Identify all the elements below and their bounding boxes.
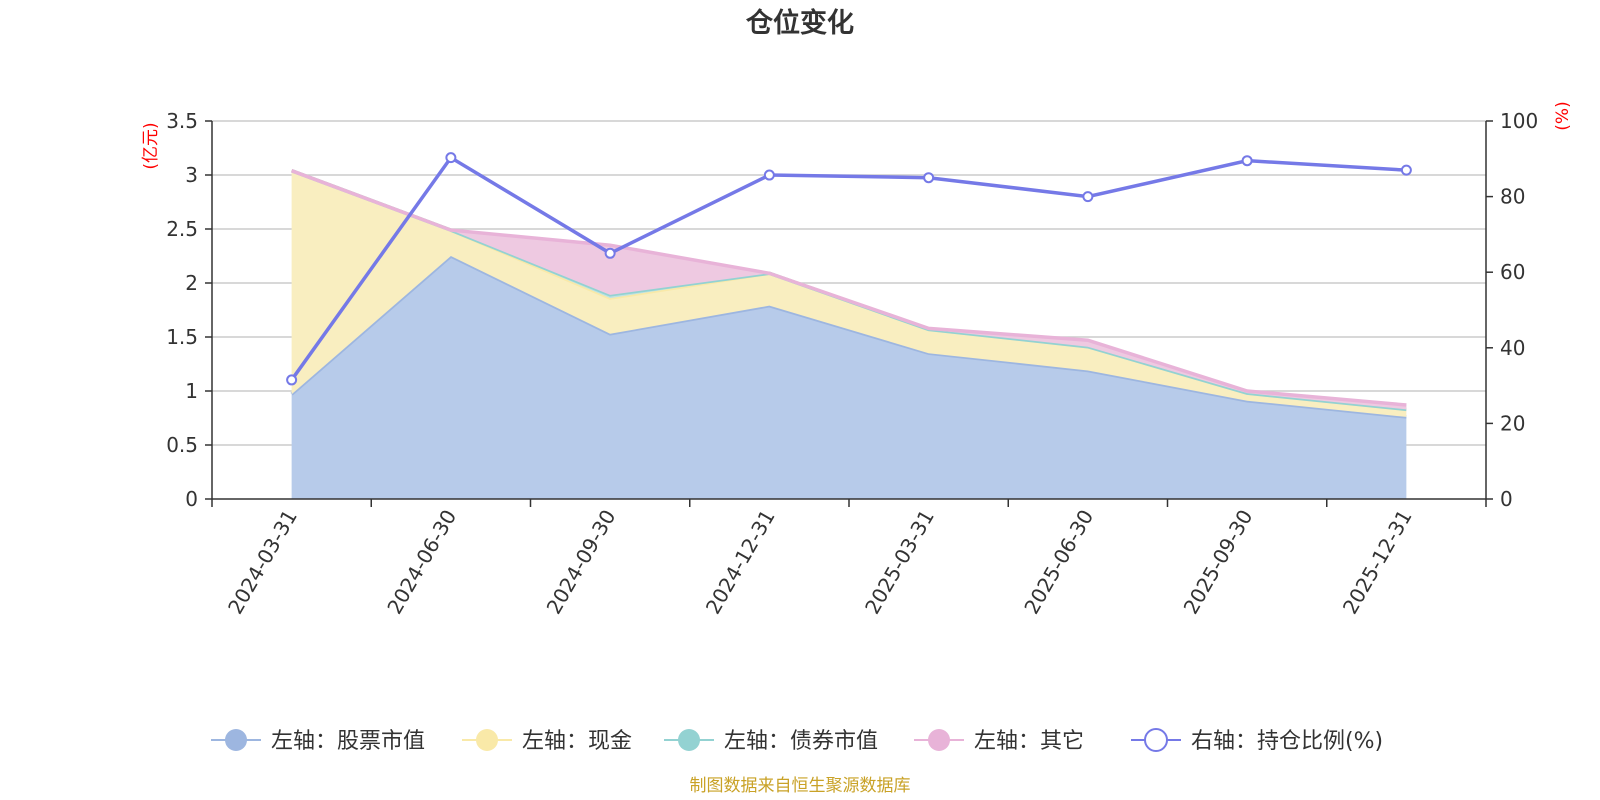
ratio-point [604,247,616,259]
legend: 左轴：股票市值 左轴：现金 左轴：债券市值 左轴：其它 右轴：持仓比例(%) [211,728,1383,754]
left-axis-tick-label: 1 [185,379,198,403]
left-axis-tick-label: 3 [185,163,198,187]
left-axis-unit: (亿元) [141,122,161,169]
right-axis-tick-label: 100 [1500,109,1538,133]
ratio-point [923,172,935,184]
source-note: 制图数据来自恒生聚源数据库 [690,776,911,796]
position-ratio-line [286,152,1412,386]
x-axis-tick-label: 2024-12-31 [701,506,780,619]
ratio-point [1241,155,1253,167]
left-axis-tick-label: 0 [185,487,198,511]
legend-label-4: 右轴：持仓比例(%) [1191,729,1383,754]
ratio-point [1082,191,1094,203]
legend-marker-4 [1144,728,1168,752]
left-axis-tick-label: 3.5 [166,109,198,133]
area-0 [291,256,1407,499]
legend-marker-1 [476,729,498,751]
x-axis-tick-label: 2024-06-30 [382,506,461,619]
x-axis-tick-label: 2025-06-30 [1019,506,1098,619]
right-axis-tick-label: 20 [1500,411,1525,435]
stacked-areas [290,169,1407,499]
ratio-point [445,152,457,164]
legend-marker-3 [928,729,950,751]
x-axis-tick-label: 2024-03-31 [223,506,302,619]
x-axis-tick-label: 2025-09-30 [1179,506,1258,619]
legend-label-3: 左轴：其它 [974,729,1084,754]
x-axis-tick-label: 2025-12-31 [1338,506,1417,619]
chart-title: 仓位变化 [745,7,854,39]
legend-label-0: 左轴：股票市值 [271,729,425,754]
left-axis-tick-label: 2.5 [166,217,198,241]
right-axis-tick-label: 80 [1500,185,1525,209]
legend-label-1: 左轴：现金 [522,729,632,754]
ratio-line-path [290,155,1407,381]
legend-label-2: 左轴：债券市值 [724,729,878,754]
x-axis-tick-label: 2024-09-30 [542,506,621,619]
ratio-point [1400,164,1412,176]
ratio-point [763,169,775,181]
ratio-point [286,374,298,386]
left-axis-tick-label: 2 [185,271,198,295]
right-axis-unit: (%) [1553,101,1573,130]
right-axis-tick-label: 40 [1500,336,1525,360]
right-axis-tick-label: 60 [1500,260,1525,284]
area-edge-3 [291,169,1407,407]
left-axis-tick-label: 1.5 [166,325,198,349]
right-axis-tick-label: 0 [1500,487,1513,511]
legend-marker-2 [678,729,700,751]
x-axis-tick-label: 2025-03-31 [860,506,939,619]
left-axis-tick-label: 0.5 [166,433,198,457]
legend-marker-0 [225,729,247,751]
